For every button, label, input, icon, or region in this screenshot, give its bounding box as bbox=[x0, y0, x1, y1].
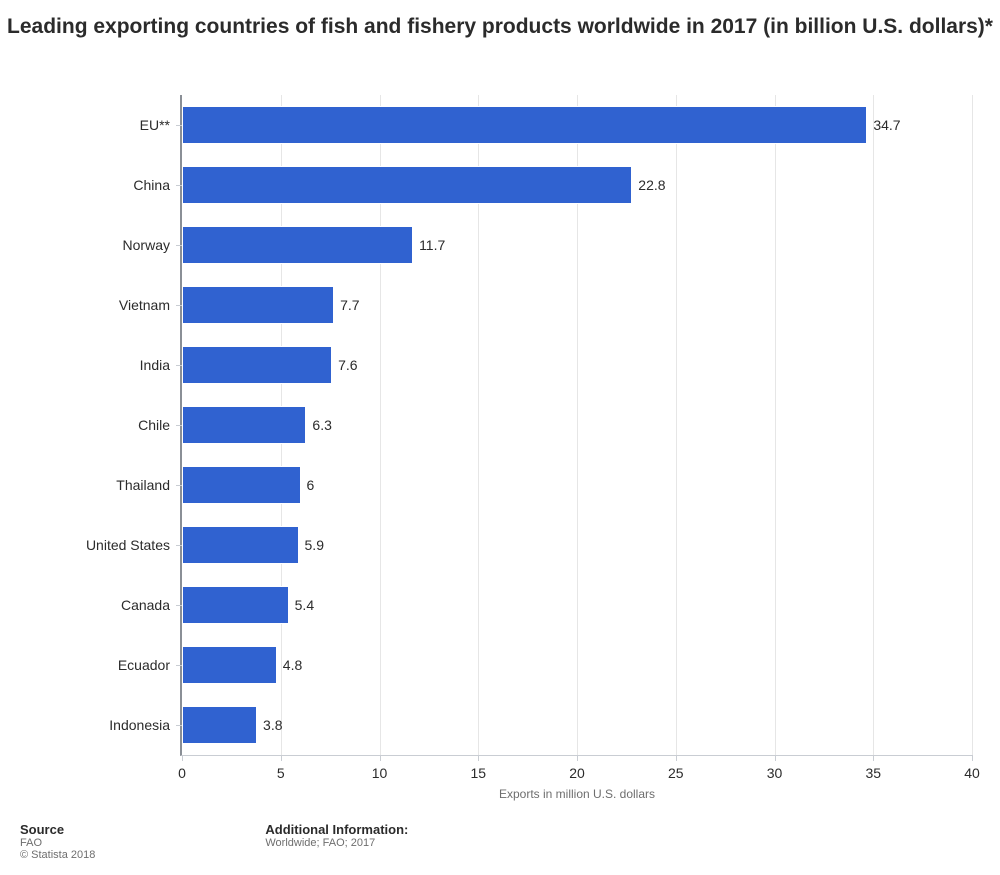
y-tick-label: United States bbox=[22, 537, 170, 553]
x-tick-mark bbox=[182, 755, 183, 761]
x-tick-label: 20 bbox=[569, 765, 585, 781]
x-tick-mark bbox=[577, 755, 578, 761]
x-tick-mark bbox=[972, 755, 973, 761]
y-tick-label: Ecuador bbox=[22, 657, 170, 673]
footer-info-block: Additional Information: Worldwide; FAO; … bbox=[265, 822, 408, 861]
bar-value-label: 6 bbox=[307, 477, 315, 493]
x-tick-mark bbox=[676, 755, 677, 761]
chart-container: Leading exporting countries of fish and … bbox=[0, 0, 1000, 875]
footer-source-header: Source bbox=[20, 822, 95, 837]
bar[interactable] bbox=[182, 106, 867, 143]
bar-value-label: 34.7 bbox=[873, 117, 900, 133]
bar-value-label: 7.7 bbox=[340, 297, 359, 313]
x-tick-label: 0 bbox=[178, 765, 186, 781]
bar-value-label: 5.9 bbox=[305, 537, 324, 553]
y-tick-mark bbox=[176, 365, 182, 366]
chart-footer: Source FAO © Statista 2018 Additional In… bbox=[20, 822, 980, 861]
x-axis-title: Exports in million U.S. dollars bbox=[182, 787, 972, 801]
y-tick-label: Vietnam bbox=[22, 297, 170, 313]
plot-area: Exports in million U.S. dollars 05101520… bbox=[180, 95, 972, 756]
y-tick-label: Chile bbox=[22, 417, 170, 433]
y-tick-mark bbox=[176, 545, 182, 546]
y-tick-mark bbox=[176, 305, 182, 306]
x-tick-label: 30 bbox=[767, 765, 783, 781]
y-tick-mark bbox=[176, 725, 182, 726]
bar[interactable] bbox=[182, 286, 334, 323]
y-tick-label: Canada bbox=[22, 597, 170, 613]
footer-info-header: Additional Information: bbox=[265, 822, 408, 837]
bar-value-label: 22.8 bbox=[638, 177, 665, 193]
x-gridline bbox=[676, 95, 677, 755]
footer-source-line: © Statista 2018 bbox=[20, 849, 95, 861]
y-tick-mark bbox=[176, 665, 182, 666]
bar[interactable] bbox=[182, 406, 306, 443]
x-gridline bbox=[775, 95, 776, 755]
x-tick-label: 5 bbox=[277, 765, 285, 781]
footer-source-line: FAO bbox=[20, 837, 95, 849]
chart-title: Leading exporting countries of fish and … bbox=[0, 14, 1000, 40]
y-tick-mark bbox=[176, 185, 182, 186]
bar[interactable] bbox=[182, 646, 277, 683]
x-tick-mark bbox=[873, 755, 874, 761]
bar-value-label: 5.4 bbox=[295, 597, 314, 613]
y-tick-mark bbox=[176, 485, 182, 486]
y-tick-mark bbox=[176, 605, 182, 606]
y-tick-mark bbox=[176, 425, 182, 426]
x-tick-mark bbox=[775, 755, 776, 761]
bar-value-label: 3.8 bbox=[263, 717, 282, 733]
x-tick-label: 40 bbox=[964, 765, 980, 781]
bar[interactable] bbox=[182, 466, 301, 503]
x-tick-label: 15 bbox=[470, 765, 486, 781]
bar[interactable] bbox=[182, 586, 289, 623]
y-tick-mark bbox=[176, 125, 182, 126]
y-tick-label: EU** bbox=[22, 117, 170, 133]
y-tick-label: China bbox=[22, 177, 170, 193]
x-tick-mark bbox=[478, 755, 479, 761]
y-tick-label: Thailand bbox=[22, 477, 170, 493]
bar[interactable] bbox=[182, 166, 632, 203]
x-tick-label: 10 bbox=[372, 765, 388, 781]
bar[interactable] bbox=[182, 226, 413, 263]
y-tick-mark bbox=[176, 245, 182, 246]
x-tick-label: 25 bbox=[668, 765, 684, 781]
footer-source-block: Source FAO © Statista 2018 bbox=[20, 822, 95, 861]
bar[interactable] bbox=[182, 706, 257, 743]
bar-value-label: 4.8 bbox=[283, 657, 302, 673]
bar-value-label: 7.6 bbox=[338, 357, 357, 373]
bar[interactable] bbox=[182, 526, 299, 563]
x-gridline bbox=[972, 95, 973, 755]
footer-info-line: Worldwide; FAO; 2017 bbox=[265, 837, 408, 849]
y-tick-label: Indonesia bbox=[22, 717, 170, 733]
x-tick-mark bbox=[281, 755, 282, 761]
bar-value-label: 11.7 bbox=[419, 237, 445, 253]
bar[interactable] bbox=[182, 346, 332, 383]
y-tick-label: India bbox=[22, 357, 170, 373]
x-gridline bbox=[873, 95, 874, 755]
bar-value-label: 6.3 bbox=[312, 417, 331, 433]
x-tick-mark bbox=[380, 755, 381, 761]
x-tick-label: 35 bbox=[865, 765, 881, 781]
y-tick-label: Norway bbox=[22, 237, 170, 253]
